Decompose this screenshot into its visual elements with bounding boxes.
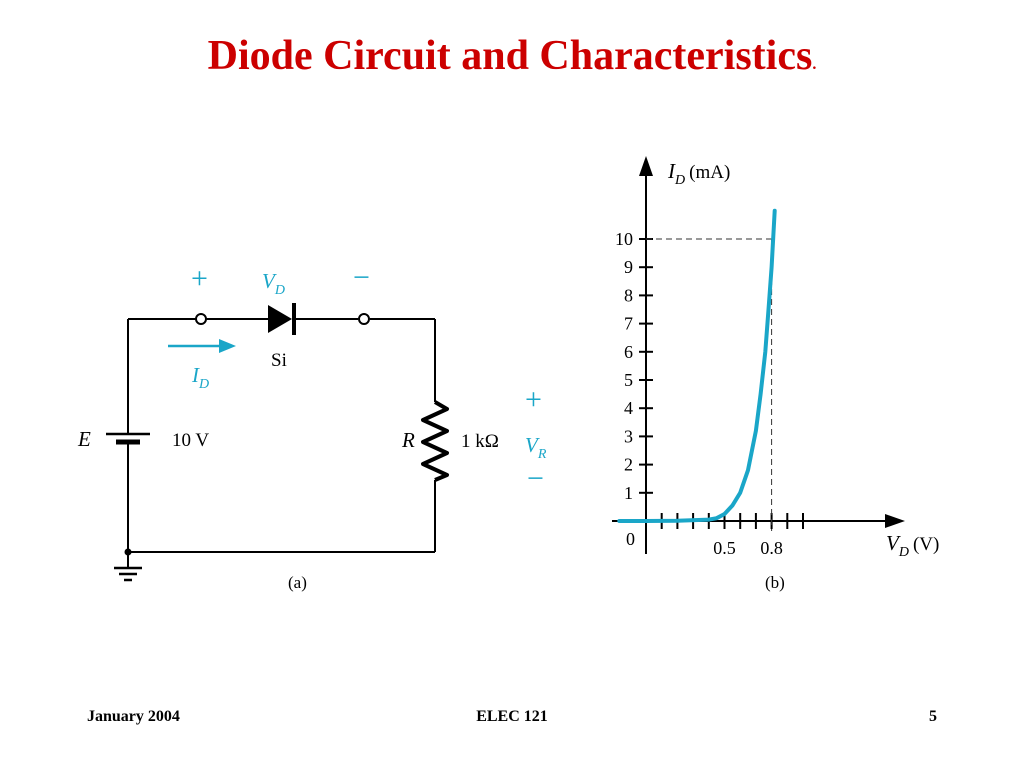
x-axis-arrow-icon [885,514,905,528]
source-value: 10 V [172,430,209,451]
y-axis-label-main: I [667,159,676,183]
resistor-voltage-label: VR [525,433,547,462]
diode-voltage-main: V [262,269,277,293]
current-label-main: I [191,363,200,387]
slide-title-suffix: . [812,56,817,73]
diode-triangle-icon [268,305,292,333]
resistor-voltage-sub: R [537,447,547,462]
y-tick-label: 4 [624,398,633,418]
y-tick-label: 5 [624,370,633,390]
source-label: E [77,427,91,451]
x-tick-label: 0.5 [713,538,736,558]
diode-voltage-label: VD [262,269,285,298]
resistor-label: R [401,428,415,452]
x-axis-label: VD (V) [886,531,939,560]
diode-material-label: Si [271,350,287,371]
y-tick-label: 9 [624,257,633,277]
resistor-voltage-main: V [525,433,540,457]
x-axis-label-main: V [886,531,901,555]
y-tick-label: 8 [624,285,633,305]
diode-minus-sign: − [353,261,370,294]
diode-cathode-terminal [358,313,370,325]
y-tick-label: 1 [624,483,633,503]
footer-date: January 2004 [87,708,180,725]
circuit-diagram [106,303,449,582]
circuit-caption: (a) [288,573,307,592]
resistor-value: 1 kΩ [461,431,499,452]
origin-label: 0 [626,529,635,549]
y-axis-label-sub: D [674,173,685,188]
footer-page-number: 5 [929,708,937,725]
y-tick-label: 3 [624,426,633,446]
diode-anode-terminal [195,313,207,325]
y-axis-label-unit: (mA) [689,162,730,183]
y-axis-arrow-icon [639,156,653,176]
chart-series-line [617,208,777,523]
chart-caption: (b) [765,573,785,592]
y-tick-label: 2 [624,455,633,475]
current-label: ID [191,363,209,392]
diode-voltage-sub: D [274,283,285,298]
slide-title: Diode Circuit and Characteristics. [0,32,1024,80]
current-arrow-icon [219,339,236,353]
x-tick-label: 0.8 [760,538,783,558]
x-axis-label-unit: (V) [913,534,939,555]
x-axis-label-sub: D [898,545,909,560]
resistor-zigzag-icon [421,400,449,482]
footer-course: ELEC 121 [476,708,548,725]
y-tick-label: 7 [624,314,633,334]
current-label-sub: D [198,377,209,392]
y-tick-label: 10 [615,229,633,249]
y-tick-label: 6 [624,342,633,362]
resistor-plus-sign: + [525,383,542,416]
resistor-minus-sign: − [527,462,544,495]
slide-title-text: Diode Circuit and Characteristics [207,33,813,79]
diode-plus-sign: + [191,262,208,295]
y-axis-label: ID (mA) [667,159,730,188]
